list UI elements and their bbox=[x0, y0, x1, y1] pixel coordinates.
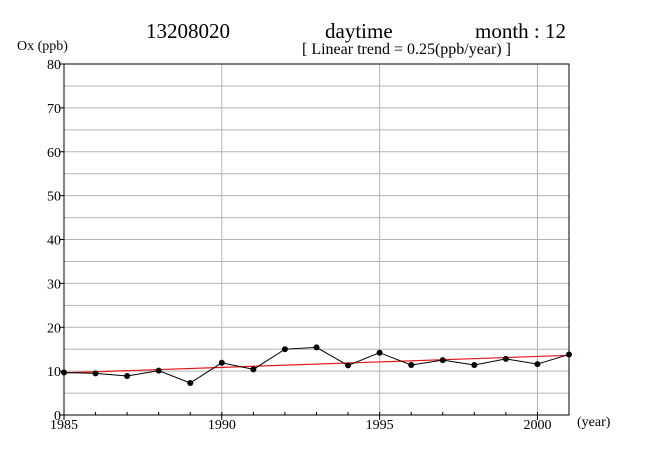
data-point bbox=[92, 370, 99, 377]
data-point bbox=[439, 357, 446, 364]
data-point bbox=[376, 349, 383, 356]
data-point bbox=[471, 361, 478, 368]
trend-line-layer bbox=[63, 354, 570, 374]
x-tick-label: 2000 bbox=[523, 418, 551, 433]
y-tick-label: 40 bbox=[47, 234, 61, 249]
data-point bbox=[281, 346, 288, 353]
data-point bbox=[534, 361, 541, 368]
data-point bbox=[124, 372, 131, 379]
x-tick-label: 1990 bbox=[208, 418, 236, 433]
x-tick-label: 1995 bbox=[366, 418, 394, 433]
data-point bbox=[61, 369, 67, 376]
y-tick-label: 20 bbox=[47, 321, 61, 336]
data-point bbox=[502, 355, 509, 362]
trend-label: [ Linear trend = 0.25(ppb/year) ] bbox=[302, 41, 511, 58]
series-line bbox=[63, 346, 570, 384]
month-label: month : 12 bbox=[475, 19, 567, 43]
y-tick-label: 60 bbox=[47, 146, 61, 161]
station-id: 13208020 bbox=[146, 19, 230, 43]
y-tick-labels: 0 10 20 30 40 50 60 70 80 bbox=[47, 58, 61, 424]
axis-ticks bbox=[60, 63, 570, 420]
period-label: daytime bbox=[325, 19, 393, 43]
data-point bbox=[218, 359, 225, 366]
y-tick-label: 10 bbox=[47, 365, 61, 380]
data-point bbox=[155, 367, 162, 374]
data-point bbox=[250, 366, 257, 373]
data-point bbox=[566, 351, 572, 358]
data-point bbox=[187, 379, 194, 386]
y-tick-label: 50 bbox=[47, 190, 61, 205]
y-tick-label: 70 bbox=[47, 102, 61, 117]
y-tick-label: 0 bbox=[54, 409, 61, 424]
grid-lines bbox=[64, 64, 569, 415]
data-point bbox=[313, 344, 320, 351]
x-tick-label: 1985 bbox=[50, 418, 78, 433]
trend-line bbox=[63, 354, 570, 374]
data-point bbox=[408, 361, 415, 368]
x-tick-labels: 1985 1990 1995 2000 bbox=[50, 418, 551, 433]
y-tick-label: 30 bbox=[47, 277, 61, 292]
y-axis-label: Ox (ppb) bbox=[17, 39, 68, 54]
y-tick-label: 80 bbox=[47, 58, 61, 73]
x-axis-unit-label: (year) bbox=[577, 415, 611, 430]
data-point bbox=[345, 362, 352, 369]
series-layer bbox=[61, 344, 572, 386]
